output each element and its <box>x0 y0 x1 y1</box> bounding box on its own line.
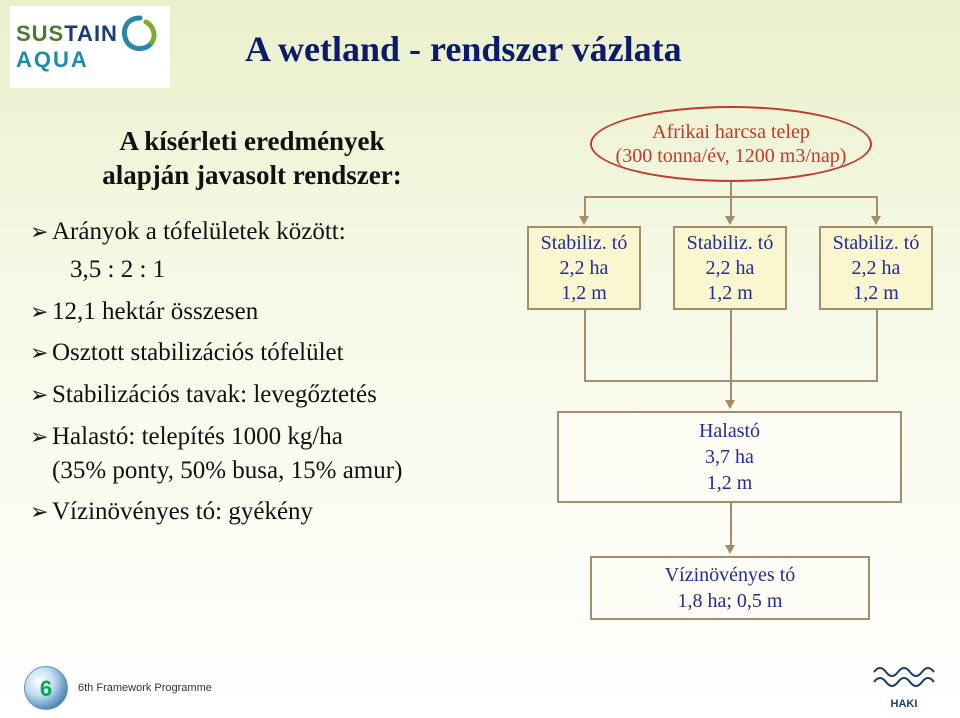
arrow-icon <box>725 545 735 554</box>
logo-line1: SUSTAIN <box>16 21 118 47</box>
stab-area: 2,2 ha <box>560 256 609 281</box>
bullet-text: 12,1 hektár összesen <box>52 295 505 329</box>
chevron-icon: ➢ <box>30 297 52 327</box>
oval-line2: (300 tonna/év, 1200 m3/nap) <box>616 144 847 168</box>
slide: SUSTAIN AQUA A wetland - rendszer vázlat… <box>0 0 960 718</box>
bullet-text: Vízinövényes tó: gyékény <box>52 495 505 529</box>
stabiliz-box-2: Stabiliz. tó 2,2 ha 1,2 m <box>673 226 787 310</box>
sustain-aqua-logo: SUSTAIN AQUA <box>10 6 170 88</box>
bullet-item: ➢ Vízinövényes tó: gyékény <box>30 495 505 529</box>
connector <box>730 380 732 402</box>
subtitle-line2: alapján javasolt rendszer: <box>102 160 401 190</box>
chevron-icon: ➢ <box>30 380 52 410</box>
chevron-icon: ➢ <box>30 497 52 527</box>
haki-logo: HAKI <box>872 662 936 710</box>
bullet-text: Arányok a tófelületek között: <box>52 215 505 249</box>
bullet-line1: Halastó: telepítés 1000 kg/ha <box>52 423 343 450</box>
stab-depth: 1,2 m <box>707 281 753 306</box>
stab-area: 2,2 ha <box>706 256 755 281</box>
bullet-text: Osztott stabilizációs tófelület <box>52 336 505 370</box>
bullet-text: Stabilizációs tavak: levegőztetés <box>52 378 505 412</box>
vizin-title: Vízinövényes tó <box>665 562 796 588</box>
connector <box>730 310 732 380</box>
stabiliz-box-1: Stabiliz. tó 2,2 ha 1,2 m <box>527 226 641 310</box>
vizin-detail: 1,8 ha; 0,5 m <box>678 588 783 614</box>
bullet-item: ➢ Stabilizációs tavak: levegőztetés <box>30 378 505 412</box>
bullet-item: ➢ 12,1 hektár összesen <box>30 295 505 329</box>
haki-label: HAKI <box>891 698 918 710</box>
bullet-text: Halastó: telepítés 1000 kg/ha (35% ponty… <box>52 420 505 488</box>
flow-diagram: Afrikai harcsa telep (300 tonna/év, 1200… <box>525 106 940 636</box>
fp6-caption: 6th Framework Programme <box>78 682 212 694</box>
subtitle-line1: A kísérleti eredmények <box>120 126 385 156</box>
page-title: A wetland - rendszer vázlata <box>245 28 682 70</box>
logo-swirl-icon <box>116 12 164 60</box>
fp6-badge-icon: 6 <box>24 666 68 710</box>
stab-area: 2,2 ha <box>852 256 901 281</box>
halasto-area: 3,7 ha <box>705 444 754 470</box>
bullet-subtext: 3,5 : 2 : 1 <box>70 253 505 287</box>
fp6-logo: 6 6th Framework Programme <box>24 666 212 710</box>
bullet-item: ➢ Halastó: telepítés 1000 kg/ha (35% pon… <box>30 420 505 488</box>
arrow-icon <box>725 216 735 225</box>
logo-line2: AQUA <box>16 47 89 73</box>
stab-depth: 1,2 m <box>853 281 899 306</box>
arrow-icon <box>871 216 881 225</box>
stabiliz-box-3: Stabiliz. tó 2,2 ha 1,2 m <box>819 226 933 310</box>
halasto-box: Halastó 3,7 ha 1,2 m <box>557 411 902 503</box>
bullet-list: ➢ Arányok a tófelületek között: 3,5 : 2 … <box>30 215 505 537</box>
source-oval: Afrikai harcsa telep (300 tonna/év, 1200… <box>590 106 872 182</box>
chevron-icon: ➢ <box>30 422 52 452</box>
connector <box>584 196 586 218</box>
halasto-depth: 1,2 m <box>707 470 753 496</box>
stab-depth: 1,2 m <box>561 281 607 306</box>
oval-line1: Afrikai harcsa telep <box>652 120 810 144</box>
bullet-item: ➢ Arányok a tófelületek között: <box>30 215 505 249</box>
chevron-icon: ➢ <box>30 338 52 368</box>
connector <box>730 196 732 218</box>
connector <box>876 310 878 380</box>
vizinovenyes-box: Vízinövényes tó 1,8 ha; 0,5 m <box>590 556 870 620</box>
stab-title: Stabiliz. tó <box>687 231 774 256</box>
connector <box>876 196 878 218</box>
bullet-item: ➢ Osztott stabilizációs tófelület <box>30 336 505 370</box>
stab-title: Stabiliz. tó <box>541 231 628 256</box>
connector <box>730 503 732 547</box>
bullet-line2: (35% ponty, 50% busa, 15% amur) <box>52 457 402 484</box>
subtitle: A kísérleti eredmények alapján javasolt … <box>42 125 462 193</box>
haki-waves-icon <box>872 662 936 698</box>
stab-title: Stabiliz. tó <box>833 231 920 256</box>
halasto-title: Halastó <box>699 418 760 444</box>
arrow-icon <box>579 216 589 225</box>
chevron-icon: ➢ <box>30 217 52 247</box>
footer: 6 6th Framework Programme HAKI <box>0 656 960 718</box>
arrow-icon <box>725 400 735 409</box>
connector <box>730 182 732 196</box>
connector <box>584 310 586 380</box>
